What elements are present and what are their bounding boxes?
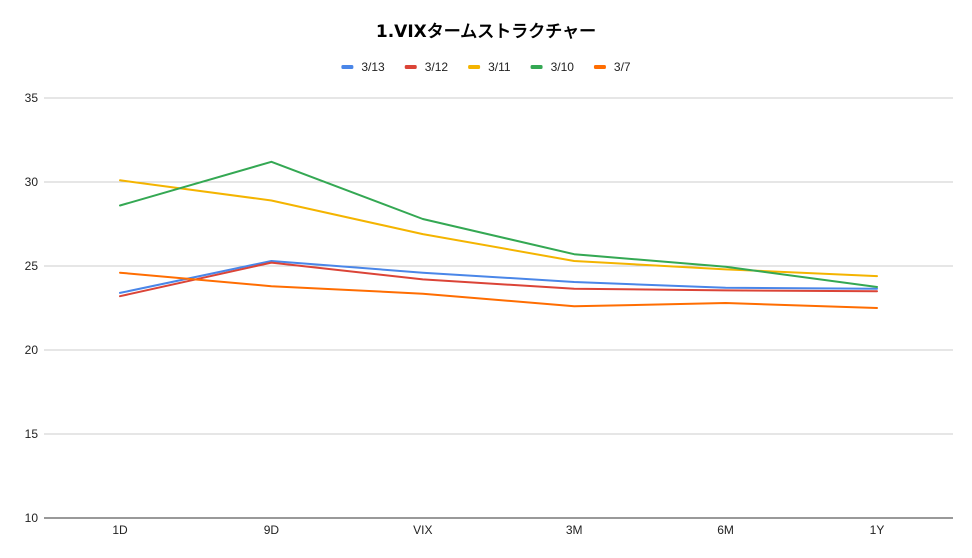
series-line-3-11 <box>119 179 878 278</box>
series-line-3-10 <box>119 160 878 288</box>
legend-item[interactable]: 3/11 <box>468 60 511 74</box>
gridlines <box>44 97 953 519</box>
x-axis-ticks: 1D 9D VIX 3M 6M 1Y <box>112 523 884 537</box>
y-tick-label: 15 <box>25 427 39 441</box>
series-lines <box>119 160 878 309</box>
x-tick-label: VIX <box>413 523 432 537</box>
y-tick-label: 10 <box>25 511 39 525</box>
legend: 3/13 3/12 3/11 3/10 3/7 <box>341 60 631 74</box>
legend-label: 3/13 <box>361 60 385 74</box>
legend-item[interactable]: 3/12 <box>404 60 449 74</box>
x-tick-label: 1D <box>112 523 128 537</box>
legend-swatch <box>404 65 417 69</box>
x-tick-label: 9D <box>264 523 280 537</box>
legend-item[interactable]: 3/10 <box>530 60 575 74</box>
chart-title: 1.VIXタームストラクチャー <box>376 22 596 42</box>
legend-item[interactable]: 3/7 <box>593 60 631 74</box>
legend-swatch <box>341 65 354 69</box>
legend-label: 3/11 <box>488 60 511 74</box>
legend-swatch <box>468 65 481 69</box>
legend-label: 3/12 <box>425 60 449 74</box>
series-line-3-13 <box>119 260 878 294</box>
legend-label: 3/10 <box>551 60 575 74</box>
series-line-3-12 <box>119 261 878 298</box>
legend-swatch <box>530 65 543 69</box>
legend-item[interactable]: 3/13 <box>341 60 385 74</box>
series-line-3-7 <box>119 271 878 309</box>
x-tick-label: 3M <box>566 523 583 537</box>
y-tick-label: 30 <box>25 175 39 189</box>
x-tick-label: 6M <box>717 523 734 537</box>
y-tick-label: 20 <box>25 343 39 357</box>
legend-label: 3/7 <box>614 60 631 74</box>
legend-swatch <box>593 65 606 69</box>
y-tick-label: 35 <box>25 91 39 105</box>
y-tick-label: 25 <box>25 259 39 273</box>
x-tick-label: 1Y <box>870 523 885 537</box>
y-axis-ticks: 10 15 20 25 30 35 <box>25 91 39 525</box>
